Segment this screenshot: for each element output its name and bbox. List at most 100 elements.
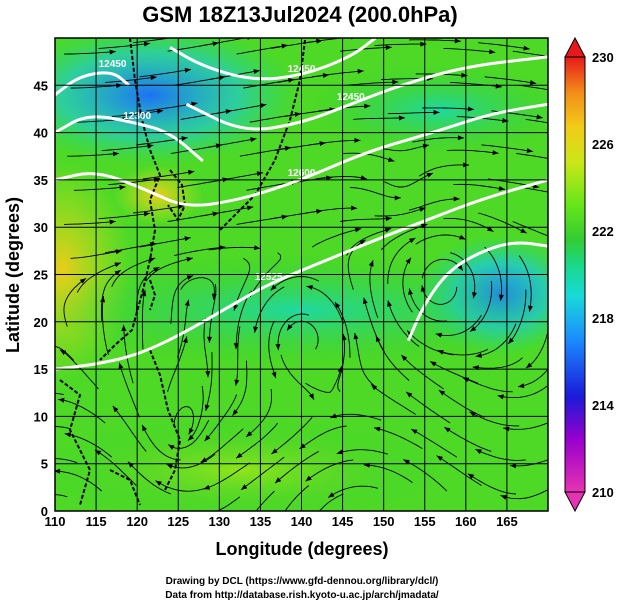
streamline-arrowhead bbox=[364, 103, 371, 109]
plot-frame bbox=[54, 37, 549, 512]
x-tick-label: 140 bbox=[291, 514, 313, 529]
streamline bbox=[142, 170, 195, 180]
streamline bbox=[167, 419, 210, 449]
streamline bbox=[475, 323, 517, 357]
streamline-arrowhead bbox=[59, 349, 67, 355]
colorbar-top-triangle bbox=[564, 36, 586, 58]
streamline-arrowhead bbox=[469, 411, 476, 417]
streamline-arrowhead bbox=[368, 260, 374, 267]
streamline-arrowhead bbox=[156, 108, 164, 114]
streamline-arrowhead bbox=[453, 196, 460, 202]
y-tick-label: 25 bbox=[34, 268, 48, 283]
streamline-arrowhead bbox=[592, 274, 598, 280]
streamline-arrowhead bbox=[437, 349, 444, 355]
streamline bbox=[518, 255, 532, 312]
streamline-arrowhead bbox=[558, 336, 563, 342]
streamline-arrowhead bbox=[187, 434, 194, 441]
streamline bbox=[515, 152, 548, 159]
streamline bbox=[235, 422, 279, 459]
streamline-arrowhead bbox=[336, 449, 344, 455]
streamline bbox=[118, 362, 141, 418]
streamline-arrowhead bbox=[326, 175, 333, 181]
streamline-arrowhead bbox=[79, 278, 87, 284]
streamline bbox=[55, 494, 68, 498]
streamline bbox=[375, 335, 410, 381]
streamline-arrowhead bbox=[457, 135, 464, 141]
x-axis-label: Longitude (degrees) bbox=[215, 539, 388, 559]
streamline-arrowhead bbox=[203, 484, 210, 490]
streamline-arrowhead bbox=[392, 79, 399, 85]
streamline-arrowhead bbox=[419, 207, 426, 212]
streamline-arrowhead bbox=[354, 137, 361, 143]
streamline bbox=[208, 283, 217, 343]
streamline bbox=[101, 269, 122, 321]
streamline-arrowhead bbox=[406, 391, 413, 398]
streamline bbox=[63, 51, 116, 55]
streamline bbox=[167, 336, 188, 392]
streamline bbox=[58, 398, 106, 424]
streamline bbox=[438, 389, 485, 418]
streamline-arrowhead bbox=[239, 528, 244, 534]
streamline-arrowhead bbox=[64, 432, 72, 438]
streamline-arrowhead bbox=[18, 503, 24, 509]
y-axis-ticks: 0 5 10 15 20 25 30 35 40 45 bbox=[34, 78, 48, 519]
streamline bbox=[373, 427, 423, 449]
streamline-arrowhead bbox=[168, 444, 175, 450]
y-tick-label: 15 bbox=[34, 362, 48, 377]
streamline bbox=[112, 405, 147, 452]
streamline bbox=[270, 276, 319, 291]
streamline bbox=[484, 76, 537, 84]
streamline bbox=[101, 296, 109, 356]
height-contour-line bbox=[55, 71, 130, 96]
streamline-arrowhead bbox=[308, 393, 314, 400]
height-contour-line bbox=[55, 115, 204, 163]
streamline-arrowhead bbox=[492, 150, 499, 156]
y-tick-label: 30 bbox=[34, 220, 48, 235]
streamline-arrowhead bbox=[271, 448, 278, 454]
streamline-arrowhead bbox=[143, 211, 151, 217]
streamline bbox=[512, 50, 548, 57]
streamline bbox=[347, 239, 366, 290]
streamline bbox=[387, 300, 420, 347]
streamline bbox=[462, 377, 513, 393]
streamline bbox=[200, 428, 244, 463]
streamline bbox=[400, 354, 444, 390]
streamline-arrowhead bbox=[119, 185, 126, 190]
streamline-arrowhead bbox=[502, 117, 509, 123]
streamline-arrowhead bbox=[384, 227, 392, 233]
streamline bbox=[73, 186, 126, 191]
streamline bbox=[274, 451, 320, 484]
streamline bbox=[370, 383, 416, 415]
streamline-arrowhead bbox=[385, 216, 392, 222]
streamline-arrowhead bbox=[438, 390, 446, 396]
streamline bbox=[127, 461, 172, 495]
streamline-arrowhead bbox=[351, 205, 358, 211]
streamline-arrowhead bbox=[408, 288, 413, 295]
x-tick-label: 125 bbox=[167, 514, 189, 529]
streamline bbox=[105, 242, 157, 254]
streamline bbox=[312, 70, 364, 78]
streamline-arrowhead bbox=[114, 262, 121, 268]
streamline-arrowhead bbox=[58, 397, 65, 403]
height-contour-line bbox=[55, 178, 548, 371]
contour-label: 12525 bbox=[255, 272, 283, 283]
streamline bbox=[203, 317, 209, 378]
streamline bbox=[105, 76, 157, 83]
streamline-arrowhead bbox=[595, 153, 601, 158]
streamline bbox=[453, 183, 506, 190]
streamline bbox=[408, 288, 447, 322]
streamline-arrowhead bbox=[288, 77, 295, 83]
streamline bbox=[518, 368, 548, 388]
streamline-arrowhead bbox=[155, 480, 162, 486]
streamline-arrowhead bbox=[487, 226, 494, 232]
streamline-arrowhead bbox=[426, 173, 434, 178]
streamline-arrowhead bbox=[353, 333, 359, 340]
streamline-arrowhead bbox=[246, 205, 254, 211]
streamline-arrowhead bbox=[602, 187, 608, 192]
streamline-arrowhead bbox=[398, 115, 406, 121]
x-tick-label: 150 bbox=[373, 514, 395, 529]
streamline bbox=[475, 448, 526, 461]
coastline-asia-mainland bbox=[99, 38, 162, 361]
streamline bbox=[484, 246, 503, 301]
streamline-arrowhead bbox=[520, 228, 527, 234]
